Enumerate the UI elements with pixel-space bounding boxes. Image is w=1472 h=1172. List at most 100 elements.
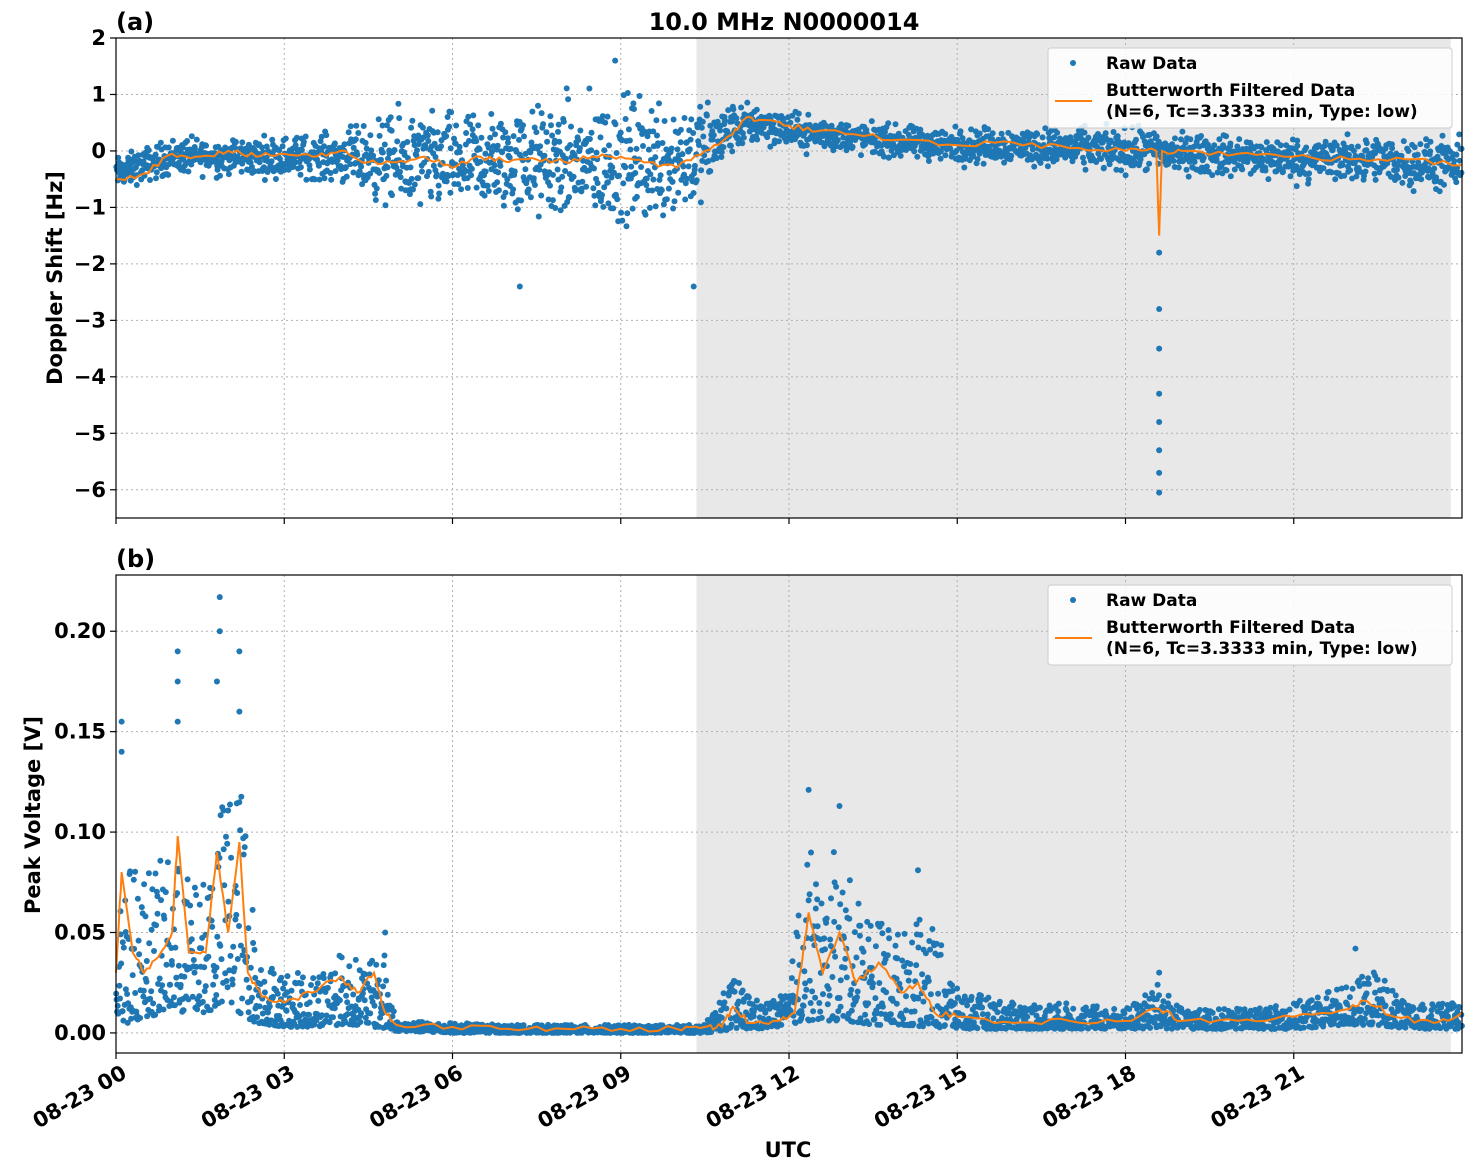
voltage-raw-point	[520, 1022, 527, 1029]
voltage-raw-point	[171, 1002, 178, 1009]
voltage-raw-point	[900, 1015, 907, 1022]
voltage-raw-point	[907, 961, 914, 967]
doppler-raw-point	[269, 136, 276, 143]
doppler-raw-point	[494, 179, 501, 186]
doppler-raw-point	[502, 189, 509, 196]
voltage-raw-point	[221, 882, 228, 889]
voltage-raw-point	[337, 1013, 344, 1020]
doppler-raw-point	[1042, 125, 1049, 132]
doppler-raw-point	[650, 176, 657, 183]
voltage-raw-point	[270, 970, 277, 977]
doppler-raw-point	[446, 123, 453, 130]
doppler-raw-point	[505, 139, 511, 146]
doppler-raw-point	[140, 158, 147, 165]
doppler-raw-point	[660, 212, 667, 219]
doppler-raw-point	[376, 132, 383, 139]
doppler-raw-point	[644, 133, 651, 140]
voltage-raw-point	[336, 997, 343, 1004]
voltage-raw-point	[836, 995, 843, 1001]
voltage-raw-point	[272, 1017, 279, 1024]
doppler-raw-point	[1039, 134, 1046, 141]
doppler-raw-point	[1426, 174, 1433, 181]
doppler-raw-point	[188, 133, 195, 140]
voltage-raw-point	[310, 975, 317, 982]
doppler-raw-point	[937, 155, 944, 162]
doppler-raw-point	[653, 117, 660, 124]
doppler-raw-point	[1415, 159, 1422, 166]
doppler-raw-point	[530, 175, 537, 182]
doppler-raw-point	[482, 168, 489, 175]
doppler-raw-point	[767, 143, 774, 150]
voltage-raw-point	[196, 993, 203, 1000]
doppler-raw-point	[699, 118, 706, 125]
doppler-raw-point	[888, 147, 895, 154]
doppler-raw-point	[158, 165, 165, 172]
doppler-raw-point	[838, 121, 845, 128]
doppler-raw-point	[281, 167, 288, 174]
voltage-raw-point	[141, 881, 148, 888]
voltage-raw-point	[201, 964, 208, 971]
doppler-raw-point	[451, 135, 457, 142]
doppler-ytick-label: −1	[74, 195, 106, 219]
doppler-raw-point	[985, 126, 992, 133]
voltage-raw-point	[189, 993, 196, 1000]
voltage-raw-point	[1300, 1024, 1307, 1031]
doppler-raw-point	[828, 122, 835, 129]
voltage-raw-point	[174, 890, 181, 897]
doppler-raw-point	[1053, 156, 1060, 163]
doppler-raw-point	[1344, 131, 1351, 138]
doppler-raw-point	[520, 122, 526, 129]
voltage-raw-point	[238, 793, 245, 800]
voltage-raw-point	[249, 906, 256, 913]
doppler-raw-point	[518, 197, 525, 204]
doppler-raw-point	[268, 158, 275, 165]
doppler-raw-point	[239, 160, 246, 167]
doppler-raw-point	[382, 202, 389, 209]
doppler-raw-point	[425, 168, 432, 175]
doppler-raw-point	[425, 138, 432, 144]
voltage-raw-point	[212, 973, 219, 980]
voltage-raw-point	[156, 975, 163, 982]
voltage-raw-point	[140, 993, 147, 1000]
doppler-raw-point	[347, 123, 354, 130]
doppler-raw-point	[1263, 139, 1270, 146]
voltage-raw-point	[162, 889, 169, 896]
voltage-raw-point	[892, 942, 899, 949]
doppler-raw-point	[434, 129, 441, 136]
doppler-raw-point	[632, 170, 639, 176]
doppler-raw-point	[404, 139, 411, 145]
voltage-raw-point	[373, 961, 380, 968]
doppler-raw-point	[805, 111, 812, 118]
doppler-raw-point	[1332, 176, 1339, 183]
doppler-raw-point	[603, 172, 610, 179]
voltage-raw-point	[124, 1019, 131, 1026]
doppler-raw-outlier	[1156, 249, 1163, 256]
doppler-raw-point	[554, 166, 561, 173]
doppler-raw-point	[419, 168, 425, 175]
voltage-raw-point	[184, 876, 191, 883]
doppler-raw-point	[970, 153, 977, 160]
doppler-raw-point	[1223, 167, 1230, 174]
doppler-raw-point	[394, 138, 401, 145]
doppler-raw-point	[495, 169, 502, 176]
doppler-raw-point	[463, 130, 470, 136]
voltage-raw-point	[210, 981, 217, 988]
voltage-raw-point	[381, 952, 388, 959]
doppler-raw-point	[597, 134, 604, 141]
doppler-ytick-label: −3	[74, 308, 106, 332]
doppler-raw-point	[491, 162, 498, 169]
doppler-raw-point	[466, 137, 472, 144]
doppler-raw-point	[594, 180, 601, 187]
voltage-raw-point	[230, 943, 237, 950]
doppler-raw-point	[1191, 158, 1198, 165]
voltage-raw-point	[143, 978, 150, 985]
doppler-raw-point	[552, 205, 559, 211]
voltage-raw-point	[871, 1016, 878, 1023]
voltage-raw-point	[138, 904, 145, 911]
voltage-raw-point	[905, 977, 912, 984]
doppler-raw-point	[352, 136, 359, 143]
doppler-raw-point	[612, 121, 619, 128]
doppler-raw-point	[408, 124, 415, 131]
doppler-raw-point	[356, 168, 363, 175]
